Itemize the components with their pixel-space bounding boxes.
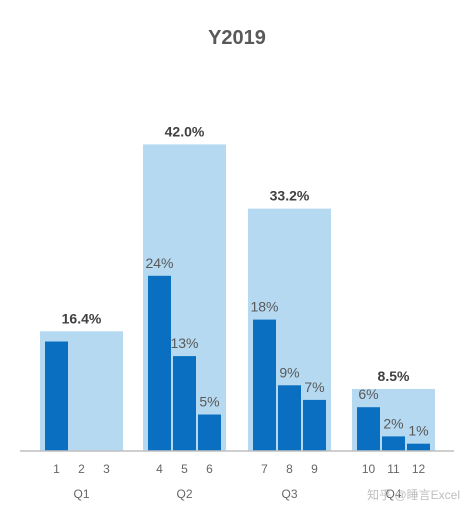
month-tick-11: 11 <box>387 462 400 476</box>
month-value-label-6: 5% <box>199 394 219 410</box>
month-bar-7 <box>253 319 276 451</box>
quarter-name-q3: Q3 <box>281 487 297 501</box>
month-tick-3: 3 <box>103 462 110 476</box>
quarter-name-q4: Q4 <box>385 487 401 501</box>
month-value-label-8: 9% <box>279 364 299 380</box>
month-bar-6 <box>198 414 221 451</box>
month-tick-2: 2 <box>78 462 85 476</box>
quarter-name-labels: Q1 Q2 Q3 Q4 <box>73 487 401 501</box>
month-tick-9: 9 <box>311 462 318 476</box>
month-bar-5 <box>173 356 196 451</box>
quarter-total-label-q4: 8.5% <box>378 368 410 384</box>
month-tick-7: 7 <box>261 462 268 476</box>
month-bar-1 <box>45 341 68 451</box>
quarter-total-label-q3: 33.2% <box>270 188 310 204</box>
quarter-name-q2: Q2 <box>176 487 192 501</box>
month-bar-4 <box>148 275 171 451</box>
month-tick-10: 10 <box>362 462 376 476</box>
month-tick-4: 4 <box>156 462 163 476</box>
month-bar-12 <box>407 443 430 451</box>
month-tick-5: 5 <box>181 462 188 476</box>
watermark: 知乎 @睡言Excel <box>367 488 460 502</box>
month-value-label-7: 18% <box>250 299 278 315</box>
month-value-label-9: 7% <box>304 379 324 395</box>
month-value-label-11: 2% <box>383 415 403 431</box>
quarter-total-label-q2: 42.0% <box>165 123 205 139</box>
month-bars-group: 24% 13% 5% 18% 9% 7% 6% 2% 1% <box>45 255 430 451</box>
month-value-label-5: 13% <box>170 335 198 351</box>
chart-title: Y2019 <box>208 27 266 49</box>
month-tick-6: 6 <box>206 462 213 476</box>
quarter-total-label-q1: 16.4% <box>62 310 102 326</box>
month-bar-8 <box>278 385 301 451</box>
month-value-label-10: 6% <box>358 386 378 402</box>
month-tick-8: 8 <box>286 462 293 476</box>
month-bar-11 <box>382 436 405 451</box>
month-value-label-12: 1% <box>408 423 428 439</box>
quarter-name-q1: Q1 <box>73 487 89 501</box>
x-axis-ticks: 1 2 3 4 5 6 7 8 9 10 11 12 <box>53 462 425 476</box>
month-value-label-4: 24% <box>145 255 173 271</box>
month-bar-9 <box>303 399 326 451</box>
month-tick-12: 12 <box>412 462 426 476</box>
month-tick-1: 1 <box>53 462 60 476</box>
month-bar-10 <box>357 407 380 451</box>
